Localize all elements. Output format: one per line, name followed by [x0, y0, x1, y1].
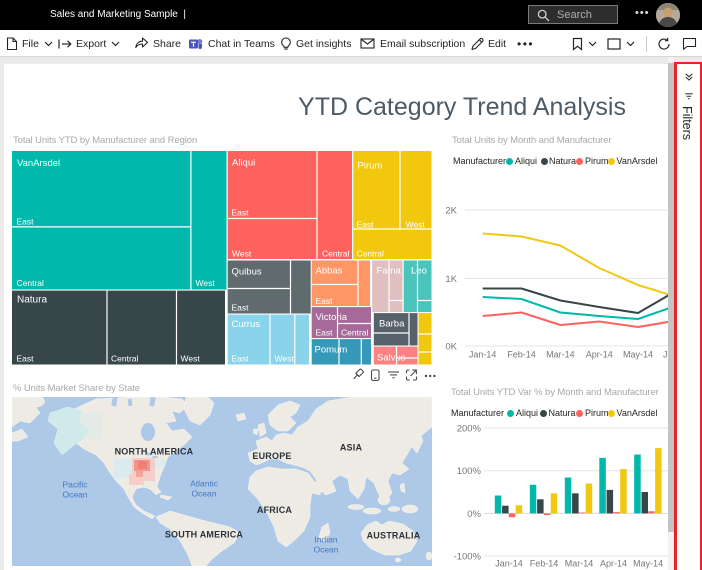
- svg-text:Central: Central: [341, 328, 369, 338]
- svg-text:Atlantic: Atlantic: [190, 479, 219, 489]
- svg-text:West: West: [232, 249, 252, 259]
- svg-text:Central: Central: [17, 278, 45, 288]
- svg-text:Ocean: Ocean: [191, 489, 216, 499]
- svg-text:Apr-14: Apr-14: [600, 559, 627, 569]
- svg-text:100%: 100%: [457, 466, 482, 477]
- svg-text:Jan-14: Jan-14: [495, 559, 523, 569]
- svg-text:East: East: [232, 303, 250, 313]
- svg-text:Pirum: Pirum: [358, 161, 383, 172]
- svg-text:VanArsdel: VanArsdel: [17, 158, 60, 169]
- svg-text:Jun-14: Jun-14: [663, 350, 672, 360]
- svg-text:Ocean: Ocean: [313, 545, 338, 555]
- svg-text:Central: Central: [357, 249, 385, 259]
- svg-text:0K: 0K: [445, 342, 457, 353]
- svg-text:AUSTRALIA: AUSTRALIA: [367, 531, 421, 541]
- svg-text:West: West: [181, 354, 201, 364]
- svg-text:Feb-14: Feb-14: [530, 559, 559, 569]
- svg-text:Mar-14: Mar-14: [546, 350, 575, 360]
- svg-text:Indian: Indian: [314, 535, 337, 545]
- svg-text:May-14: May-14: [623, 350, 653, 360]
- svg-text:1K: 1K: [445, 274, 457, 285]
- svg-text:Feb-14: Feb-14: [507, 350, 536, 360]
- svg-text:2K: 2K: [445, 206, 457, 217]
- svg-text:East: East: [316, 296, 334, 306]
- svg-text:Pacific: Pacific: [62, 480, 88, 490]
- svg-text:Victoria: Victoria: [316, 312, 348, 323]
- svg-text:East: East: [17, 354, 35, 364]
- svg-text:Leo: Leo: [411, 266, 427, 277]
- svg-text:EUROPE: EUROPE: [252, 451, 291, 461]
- svg-text:Central: Central: [111, 354, 139, 364]
- svg-text:Central: Central: [322, 249, 350, 259]
- svg-text:West: West: [275, 354, 295, 364]
- svg-text:East: East: [232, 208, 250, 218]
- svg-text:Barba: Barba: [379, 319, 405, 330]
- svg-text:Fama: Fama: [377, 266, 402, 277]
- svg-text:East: East: [316, 328, 334, 338]
- svg-text:East: East: [357, 220, 375, 230]
- svg-text:Aliqui: Aliqui: [232, 158, 255, 169]
- svg-text:Pomum: Pomum: [315, 345, 348, 356]
- svg-text:East: East: [232, 354, 250, 364]
- svg-text:Ocean: Ocean: [62, 490, 87, 500]
- svg-text:Quibus: Quibus: [232, 267, 262, 278]
- svg-text:NORTH AMERICA: NORTH AMERICA: [115, 447, 194, 457]
- svg-text:West: West: [406, 220, 426, 230]
- svg-text:ASIA: ASIA: [340, 443, 363, 453]
- svg-text:East: East: [17, 217, 35, 227]
- svg-text:Natura: Natura: [17, 295, 47, 306]
- svg-text:SOUTH AMERICA: SOUTH AMERICA: [165, 530, 244, 540]
- svg-text:-100%: -100%: [454, 552, 482, 563]
- svg-text:May-14: May-14: [633, 559, 663, 569]
- svg-text:0%: 0%: [467, 509, 481, 520]
- svg-text:Salvus: Salvus: [377, 353, 406, 364]
- svg-text:AFRICA: AFRICA: [257, 505, 292, 515]
- svg-text:Abbas: Abbas: [316, 266, 343, 277]
- svg-text:Currus: Currus: [232, 319, 261, 330]
- svg-text:West: West: [196, 278, 216, 288]
- svg-text:200%: 200%: [457, 424, 482, 435]
- svg-text:Mar-14: Mar-14: [565, 559, 594, 569]
- svg-text:Jan-14: Jan-14: [469, 350, 497, 360]
- svg-text:Apr-14: Apr-14: [586, 350, 613, 360]
